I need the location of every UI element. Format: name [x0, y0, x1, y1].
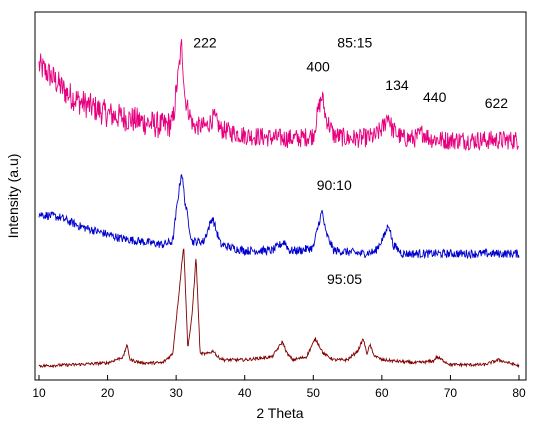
x-tick-label: 20: [101, 386, 115, 400]
annotation-label: 222: [193, 34, 217, 50]
annotation-label: 440: [423, 89, 447, 105]
annotation-label: 95:05: [327, 271, 362, 287]
annotation-label: 85:15: [337, 34, 372, 50]
x-tick-label: 60: [375, 386, 389, 400]
annotation-label: 622: [485, 95, 509, 111]
annotation-label: 90:10: [317, 177, 352, 193]
annotation-label: 400: [306, 59, 330, 75]
x-tick-label: 30: [169, 386, 183, 400]
series-line-95-05: [38, 248, 520, 369]
series-layer: [38, 39, 520, 369]
y-axis-title: Intensity (a.u): [5, 154, 21, 239]
x-axis-ticks: 10 20 30 40 50 60 70 80: [32, 375, 526, 400]
x-tick-label: 10: [32, 386, 46, 400]
annotation-label: 134: [385, 77, 409, 93]
x-tick-label: 70: [444, 386, 458, 400]
x-axis-title: 2 Theta: [256, 405, 303, 421]
x-tick-label: 40: [238, 386, 252, 400]
series-line-90-10: [38, 173, 520, 260]
x-tick-label: 50: [307, 386, 321, 400]
annotations-layer: 222 85:15 400 134 440 622 90:10 95:05: [193, 34, 508, 287]
plot-area-frame: [34, 11, 527, 381]
series-line-85-15: [38, 39, 520, 152]
x-tick-label: 80: [512, 386, 526, 400]
